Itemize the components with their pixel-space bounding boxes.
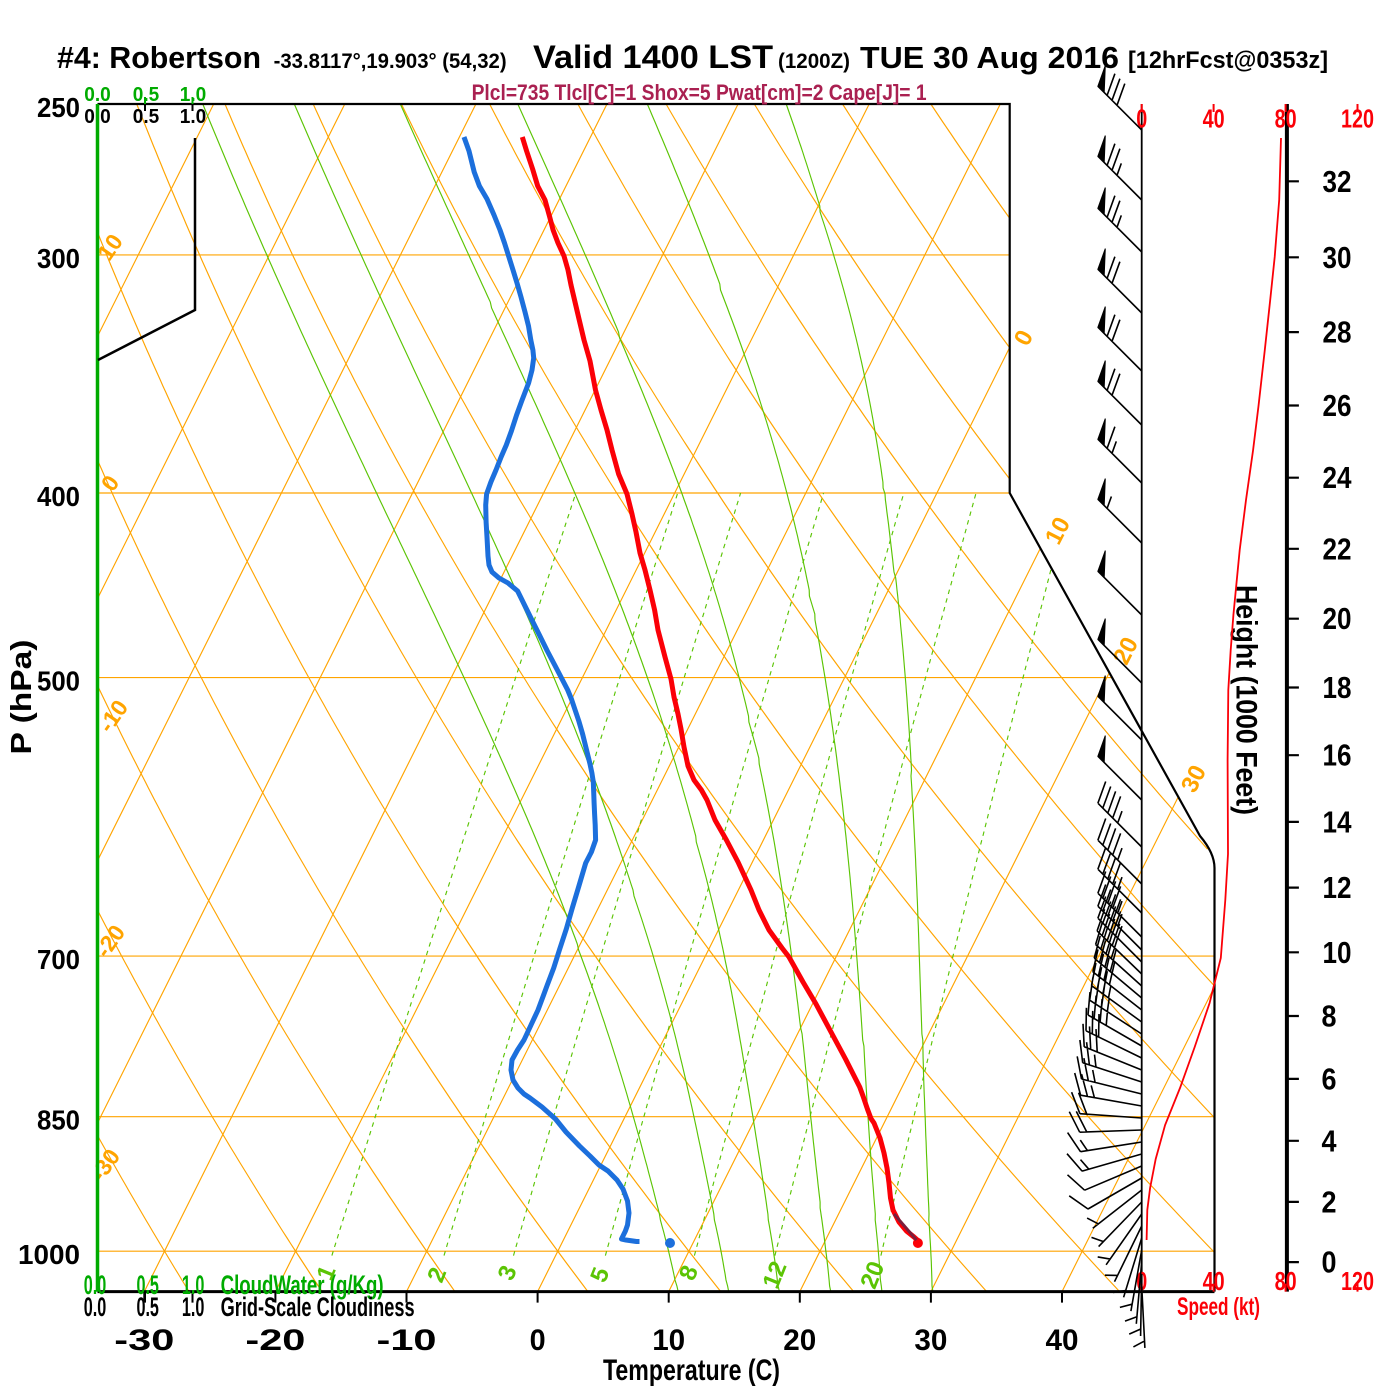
svg-text:-10: -10: [377, 1324, 437, 1357]
svg-text:120: 120: [1341, 1266, 1374, 1296]
svg-text:28: 28: [1323, 315, 1352, 350]
svg-text:Speed (kt): Speed (kt): [1177, 1293, 1260, 1321]
svg-text:Valid 1400 LST: Valid 1400 LST: [533, 39, 773, 75]
svg-text:0.5: 0.5: [133, 106, 160, 128]
svg-text:26: 26: [1323, 388, 1352, 423]
svg-text:0.5: 0.5: [133, 84, 160, 106]
svg-text:30: 30: [914, 1324, 947, 1357]
svg-text:14: 14: [1323, 804, 1353, 839]
svg-text:20: 20: [783, 1324, 816, 1357]
svg-text:32: 32: [1323, 164, 1352, 199]
svg-text:0.0: 0.0: [84, 1292, 107, 1322]
svg-text:10: 10: [1323, 935, 1352, 970]
svg-text:1000: 1000: [18, 1239, 80, 1270]
svg-text:24: 24: [1323, 460, 1353, 495]
svg-text:6: 6: [1322, 1061, 1337, 1096]
svg-text:1.0: 1.0: [180, 106, 207, 128]
svg-text:-30: -30: [114, 1324, 174, 1357]
svg-text:#4: Robertson: #4: Robertson: [57, 40, 261, 75]
svg-text:0.0: 0.0: [84, 84, 111, 106]
svg-text:[12hrFcst@0353z]: [12hrFcst@0353z]: [1128, 47, 1328, 74]
svg-text:40: 40: [1203, 1266, 1225, 1296]
svg-text:0.5: 0.5: [136, 1292, 159, 1322]
svg-text:2: 2: [1322, 1184, 1337, 1219]
svg-text:Grid-Scale Cloudiness: Grid-Scale Cloudiness: [221, 1292, 415, 1322]
svg-text:0: 0: [1136, 104, 1147, 134]
svg-text:TUE 30 Aug 2016: TUE 30 Aug 2016: [860, 40, 1119, 75]
svg-text:0: 0: [1322, 1245, 1337, 1280]
svg-text:250: 250: [37, 92, 80, 123]
svg-text:40: 40: [1046, 1324, 1079, 1357]
svg-text:P (hPa): P (hPa): [6, 640, 38, 755]
svg-text:Temperature (C): Temperature (C): [603, 1354, 780, 1387]
svg-text:-33.8117°,19.903° (54,32): -33.8117°,19.903° (54,32): [274, 50, 507, 73]
svg-text:-20: -20: [245, 1324, 305, 1357]
svg-text:22: 22: [1323, 531, 1352, 566]
svg-text:80: 80: [1275, 1266, 1297, 1296]
svg-text:1.0: 1.0: [182, 1292, 205, 1322]
svg-text:30: 30: [1323, 240, 1352, 275]
svg-text:Plcl=735 Tlcl[C]=1 Shox=5 Pwat: Plcl=735 Tlcl[C]=1 Shox=5 Pwat[cm]=2 Cap…: [472, 80, 927, 105]
svg-text:500: 500: [37, 666, 80, 697]
svg-text:1.0: 1.0: [182, 1270, 205, 1300]
svg-text:12: 12: [1323, 870, 1352, 905]
svg-text:4: 4: [1322, 1123, 1338, 1158]
svg-text:850: 850: [37, 1105, 80, 1136]
svg-text:120: 120: [1341, 104, 1374, 134]
svg-text:1.0: 1.0: [180, 84, 207, 106]
svg-text:10: 10: [652, 1324, 685, 1357]
svg-text:CloudWater (g/Kg): CloudWater (g/Kg): [221, 1270, 384, 1300]
svg-text:20: 20: [1323, 601, 1352, 636]
svg-text:40: 40: [1203, 104, 1225, 134]
svg-text:0.5: 0.5: [136, 1270, 159, 1300]
svg-text:700: 700: [37, 944, 80, 975]
svg-text:80: 80: [1275, 104, 1297, 134]
svg-text:16: 16: [1323, 738, 1352, 773]
svg-text:(1200Z): (1200Z): [778, 50, 850, 73]
svg-text:0.0: 0.0: [84, 1270, 107, 1300]
svg-text:8: 8: [1322, 999, 1337, 1034]
svg-text:18: 18: [1323, 670, 1352, 705]
svg-text:Height (1000 Feet): Height (1000 Feet): [1230, 585, 1263, 815]
svg-text:0: 0: [530, 1324, 546, 1357]
svg-text:300: 300: [37, 243, 80, 274]
svg-text:400: 400: [37, 481, 80, 512]
